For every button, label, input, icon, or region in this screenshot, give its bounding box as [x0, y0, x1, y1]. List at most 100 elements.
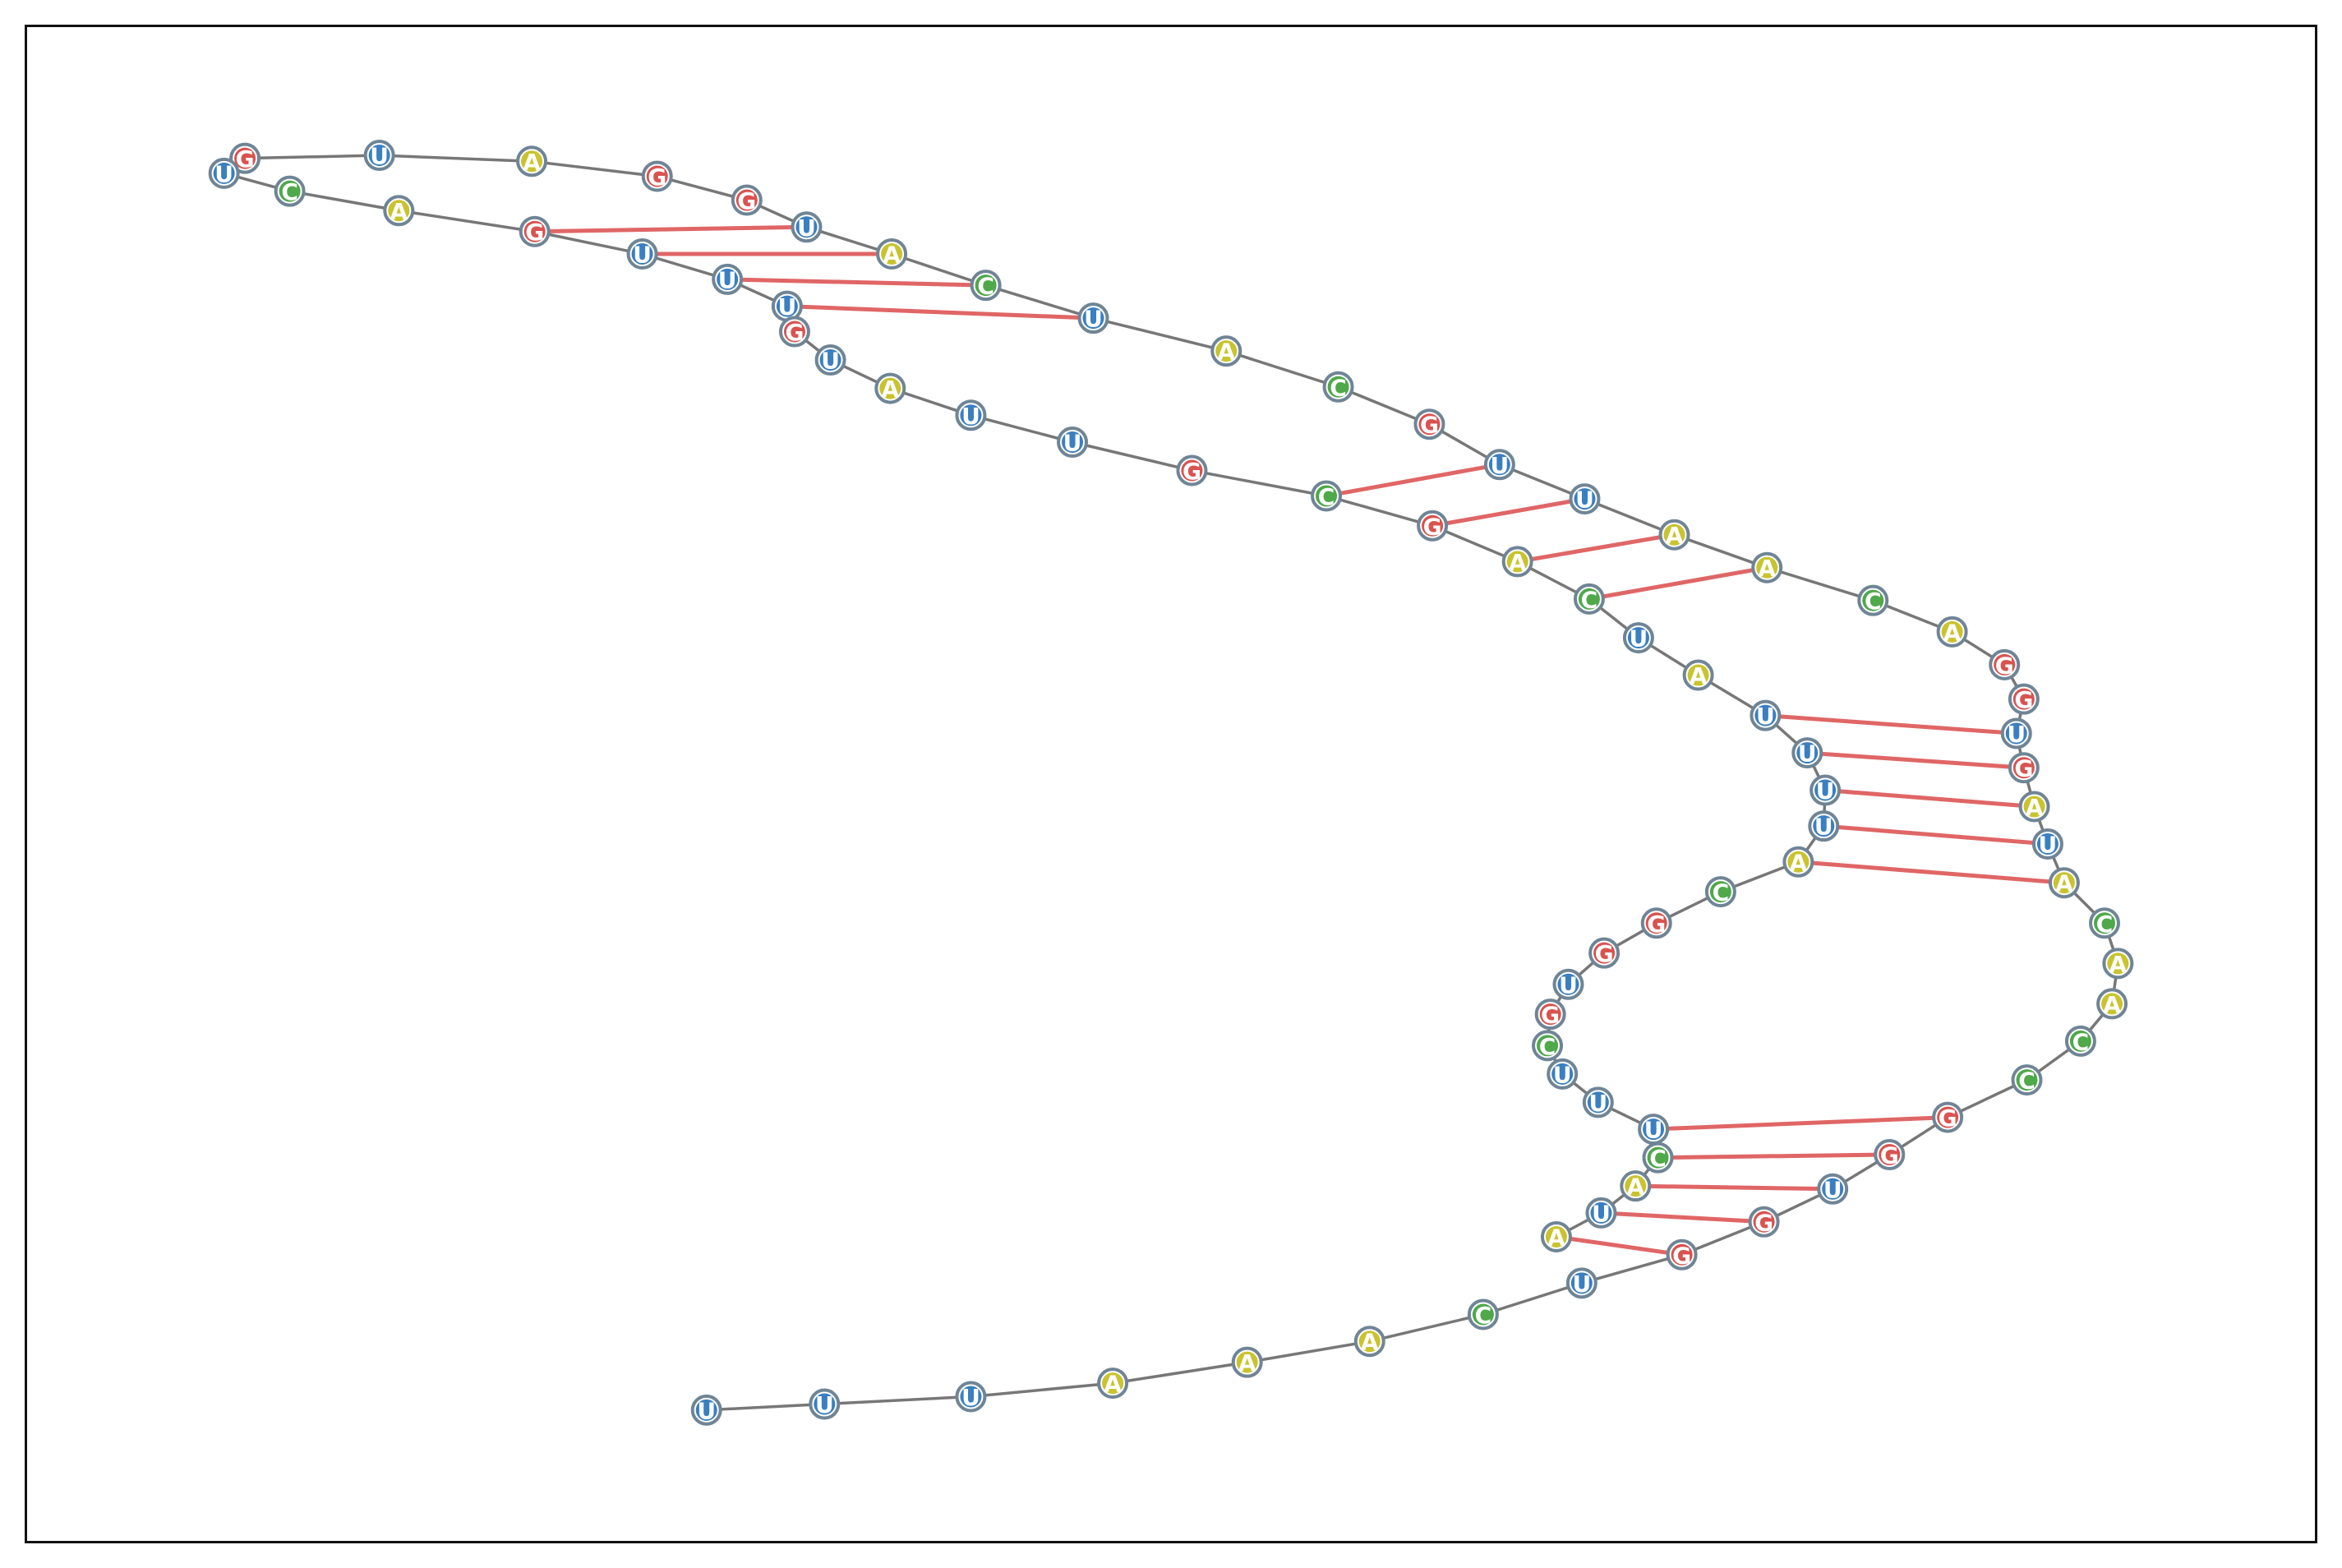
- nucleotide-G: G: [2008, 683, 2040, 715]
- base-pair-line: [1824, 788, 2035, 809]
- nucleotide-label: A: [1547, 1224, 1565, 1251]
- nucleotide-label: G: [1995, 652, 2014, 679]
- nucleotide-A: A: [2096, 988, 2128, 1020]
- nucleotide-U: U: [809, 1388, 841, 1420]
- nucleotide-marker: [1627, 627, 1649, 649]
- nucleotide-marker: [1814, 779, 1837, 801]
- nucleotide-label: A: [1104, 1371, 1122, 1398]
- nucleotide-label: U: [1798, 740, 1817, 768]
- nucleotide-label: U: [961, 1384, 980, 1411]
- nucleotide-A: A: [1658, 519, 1690, 551]
- nucleotide-label: U: [1490, 452, 1509, 479]
- nucleotide-marker: [1082, 307, 1104, 330]
- nucleotide-layer: U U U AAACUGGUGGCCAACAUAGUGGACAAUUGCAUCAUGG…: [208, 140, 2134, 1426]
- base-pair-line: [786, 304, 1094, 321]
- backbone-segment: [985, 284, 1094, 320]
- backbone-segment: [970, 413, 1073, 444]
- nucleotide-U: U: [2000, 717, 2032, 749]
- base-pair-line: [1657, 1152, 1890, 1160]
- nucleotide-marker: [1756, 556, 1778, 579]
- backbone-segment: [824, 1395, 971, 1406]
- nucleotide-marker: [2036, 832, 2058, 855]
- backbone-segment: [706, 1402, 825, 1412]
- nucleotide-U: U: [712, 263, 744, 295]
- nucleotide-label: A: [881, 376, 899, 403]
- nucleotide-label: U: [1756, 703, 1775, 730]
- nucleotide-C: C: [1642, 1141, 1674, 1174]
- nucleotide-U: U: [1622, 622, 1654, 654]
- nucleotide-C: C: [1532, 1030, 1564, 1062]
- nucleotide-marker: [2107, 952, 2129, 975]
- nucleotide-marker: [388, 200, 410, 222]
- nucleotide-label: G: [525, 219, 544, 246]
- nucleotide-label: U: [718, 266, 737, 293]
- nucleotide-marker: [1215, 340, 1238, 362]
- nucleotide-label: C: [1865, 588, 1882, 615]
- nucleotide-label: A: [1238, 1349, 1256, 1377]
- nucleotide-label: A: [523, 149, 541, 176]
- nucleotide-A: A: [1231, 1346, 1263, 1378]
- nucleotide-U: U: [1552, 968, 1584, 1000]
- nucleotide-label: U: [1572, 1271, 1591, 1298]
- nucleotide-U: U: [2031, 828, 2063, 860]
- nucleotide-marker: [2053, 872, 2075, 894]
- nucleotide-marker: [2023, 796, 2045, 818]
- nucleotide-label: G: [2014, 755, 2033, 782]
- nucleotide-marker: [1879, 1144, 1901, 1166]
- nucleotide-C: C: [1704, 876, 1736, 908]
- nucleotide-marker: [368, 145, 390, 167]
- nucleotide-label: G: [1541, 1002, 1560, 1029]
- nucleotide-label: U: [1559, 971, 1578, 998]
- backbone-segment: [1192, 468, 1327, 498]
- nucleotide-marker: [1102, 1372, 1124, 1395]
- nucleotide-label: A: [390, 198, 408, 225]
- nucleotide-label: U: [1553, 1061, 1572, 1088]
- nucleotide-C: C: [1573, 583, 1605, 615]
- nucleotide-A: A: [1353, 1326, 1385, 1358]
- nucleotide-U: U: [771, 290, 803, 322]
- nucleotide-label: C: [1581, 586, 1598, 613]
- nucleotide-marker: [2012, 757, 2035, 779]
- nucleotide-U: U: [1810, 774, 1842, 806]
- base-pair-line: [1807, 750, 2025, 770]
- nucleotide-marker: [717, 268, 739, 290]
- base-pair-line: [1325, 462, 1501, 498]
- nucleotide-marker: [1687, 664, 1709, 686]
- nucleotide-U: U: [1750, 699, 1782, 731]
- backbone-segment: [399, 209, 535, 233]
- nucleotide-marker: [1709, 881, 1731, 903]
- nucleotide-A: A: [874, 372, 906, 404]
- nucleotide-G: G: [229, 142, 261, 174]
- base-pair-layer: [534, 224, 2065, 1257]
- nucleotide-A: A: [876, 238, 908, 270]
- nucleotide-G: G: [2008, 752, 2040, 784]
- nucleotide-marker: [1327, 376, 1349, 398]
- nucleotide-label: A: [2055, 870, 2073, 897]
- nucleotide-U: U: [1569, 483, 1601, 515]
- nucleotide-label: U: [1814, 814, 1833, 841]
- nucleotide-G: G: [1588, 937, 1620, 969]
- base-pair-line: [1798, 860, 2065, 885]
- base-pair-line: [727, 277, 986, 288]
- nucleotide-label: G: [2014, 686, 2033, 713]
- nucleotide-A: A: [1936, 616, 1968, 648]
- nucleotide-label: A: [1690, 662, 1708, 689]
- nucleotide-marker: [2016, 1069, 2038, 1091]
- nucleotide-G: G: [1534, 998, 1566, 1031]
- nucleotide-label: A: [2103, 991, 2121, 1018]
- backbone-segment: [970, 1381, 1113, 1399]
- nucleotide-marker: [1236, 1351, 1258, 1373]
- nucleotide-label: A: [2026, 794, 2044, 821]
- nucleotide-marker: [1181, 459, 1203, 482]
- nucleotide-marker: [1590, 1201, 1612, 1224]
- nucleotide-U: U: [1077, 302, 1109, 334]
- nucleotide-U: U: [1638, 1114, 1670, 1146]
- nucleotide-A: A: [1501, 546, 1533, 578]
- nucleotide-U: U: [208, 157, 240, 189]
- nucleotide-U: U: [1808, 810, 1840, 842]
- nucleotide-label: C: [1475, 1302, 1492, 1329]
- nucleotide-label: U: [797, 214, 816, 242]
- nucleotide-A: A: [1540, 1220, 1572, 1252]
- nucleotide-marker: [783, 321, 805, 343]
- nucleotide-marker: [1753, 1211, 1775, 1233]
